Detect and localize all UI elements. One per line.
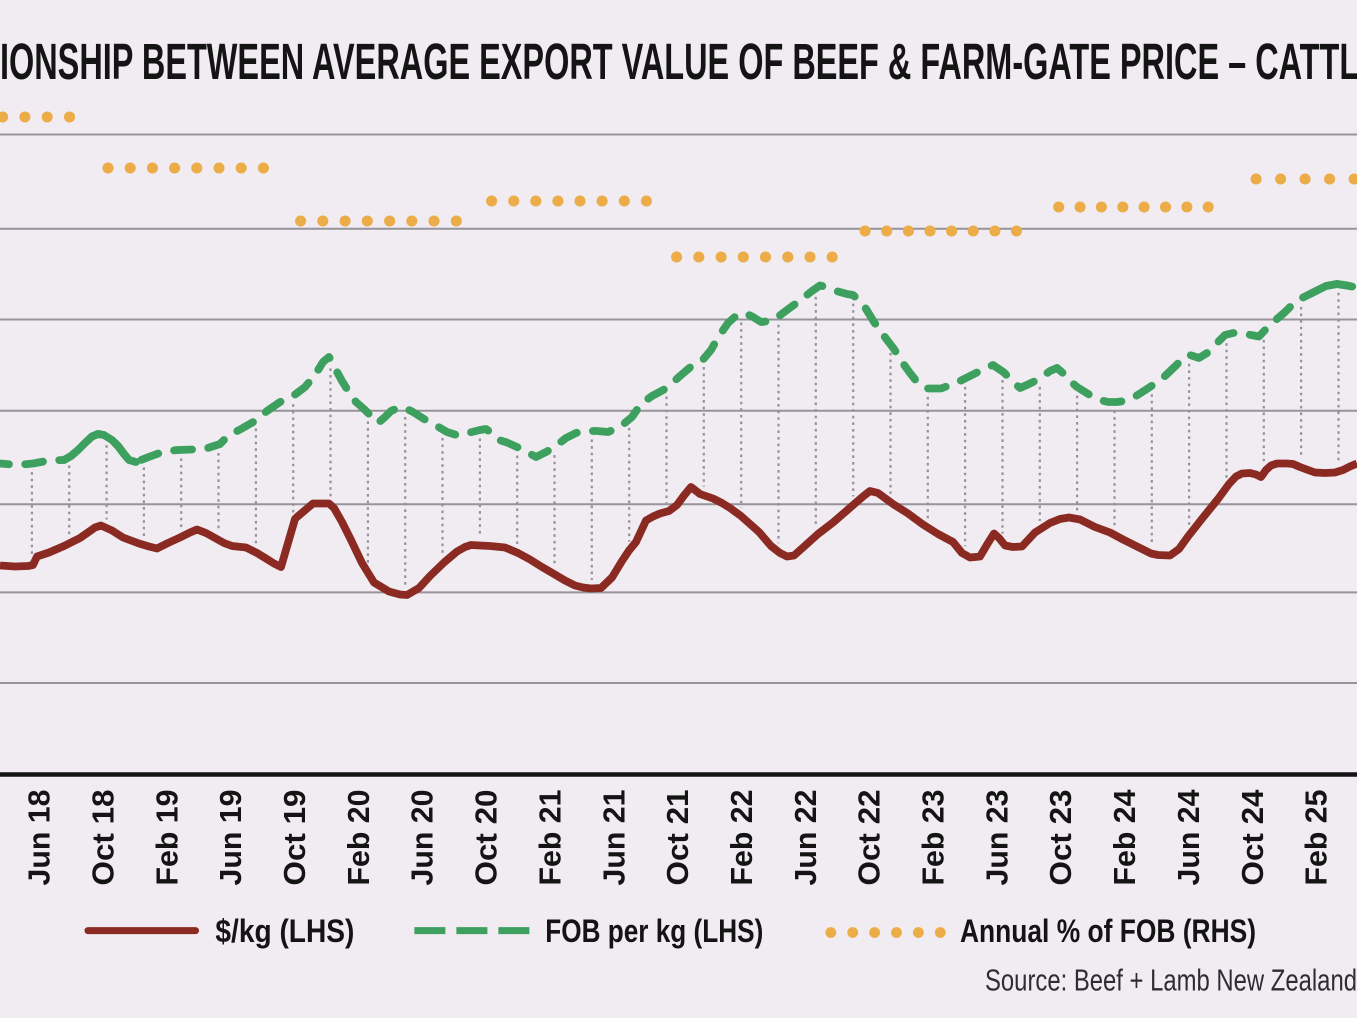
svg-text:RELATIONSHIP BETWEEN AVERAGE E: RELATIONSHIP BETWEEN AVERAGE EXPORT VALU… (0, 33, 1357, 90)
svg-text:Jun 24: Jun 24 (1171, 789, 1206, 886)
svg-text:Feb 24: Feb 24 (1107, 789, 1142, 886)
svg-text:Feb 25: Feb 25 (1299, 790, 1334, 886)
svg-text:Feb 20: Feb 20 (341, 790, 376, 886)
svg-text:$/kg (LHS): $/kg (LHS) (215, 913, 354, 949)
svg-text:Jun 18: Jun 18 (22, 790, 57, 886)
svg-text:Jun 20: Jun 20 (405, 790, 440, 886)
svg-text:Jun 21: Jun 21 (596, 790, 631, 886)
svg-text:Jun 23: Jun 23 (979, 790, 1014, 886)
svg-text:Oct 19: Oct 19 (277, 790, 312, 886)
svg-text:Feb 23: Feb 23 (915, 790, 950, 886)
svg-text:Oct 24: Oct 24 (1235, 789, 1270, 886)
svg-text:Oct 20: Oct 20 (468, 790, 503, 886)
svg-text:Oct 23: Oct 23 (1043, 790, 1078, 886)
svg-text:Feb 21: Feb 21 (532, 790, 567, 886)
svg-text:Oct 18: Oct 18 (85, 790, 120, 886)
svg-text:FOB per kg (LHS): FOB per kg (LHS) (545, 913, 763, 949)
svg-text:Feb 19: Feb 19 (149, 790, 184, 886)
svg-text:Annual % of FOB (RHS): Annual % of FOB (RHS) (960, 913, 1256, 949)
svg-text:Oct 22: Oct 22 (852, 790, 887, 886)
svg-text:Source: Beef + Lamb New Zealan: Source: Beef + Lamb New Zealand (985, 962, 1357, 997)
svg-text:Jun 22: Jun 22 (788, 790, 823, 886)
svg-text:Jun 19: Jun 19 (213, 790, 248, 886)
svg-text:Feb 22: Feb 22 (724, 790, 759, 886)
svg-text:Oct 21: Oct 21 (660, 790, 695, 886)
